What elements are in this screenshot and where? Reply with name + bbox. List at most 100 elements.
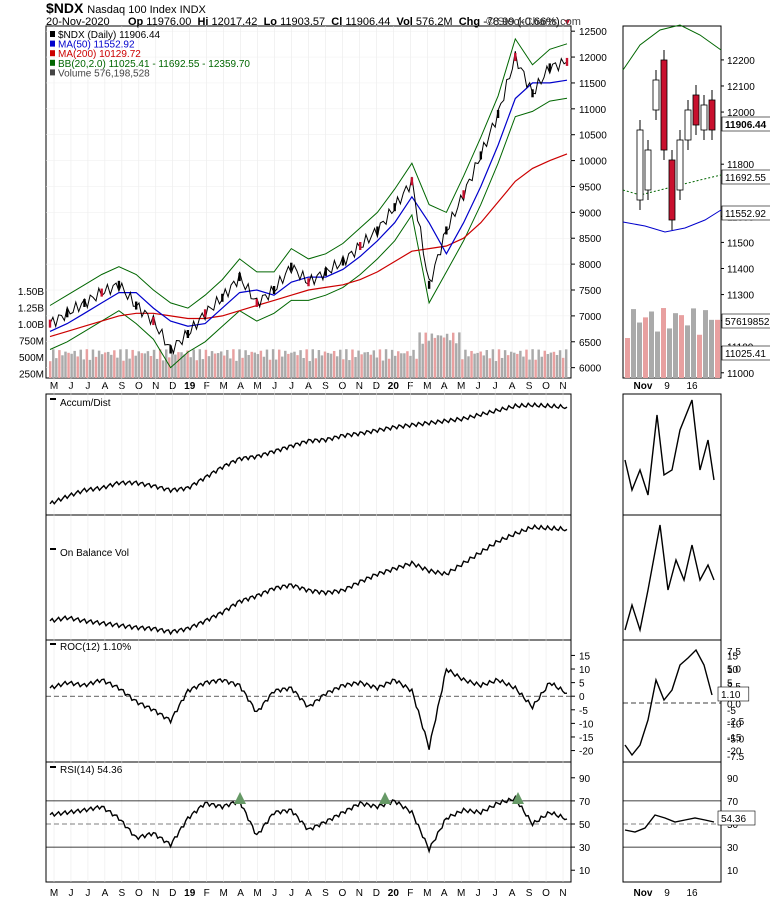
x-axis-label-bottom: F [204,888,210,899]
legend-bb: BB(20,2.0) 11025.41 - 11692.55 - 12359.7… [58,59,250,70]
volume-bar [497,349,501,378]
volume-bar [357,350,360,378]
zoom-x-label-top: 16 [686,381,698,392]
zoom-price-tick-label: 11800 [727,160,755,171]
obv-swatch [50,548,56,550]
volume-bar [287,353,290,378]
x-axis-label-bottom: J [68,888,73,899]
zoom-roc-line [624,648,713,757]
zoom-volume-bar [655,331,660,378]
volume-bar [232,349,235,378]
volume-tick-label: 1.00B [18,320,44,331]
price-candle [134,301,138,310]
x-axis-label-bottom: J [476,888,481,899]
rsi-overbought-fill [512,792,524,804]
volume-bar [247,354,250,378]
volume-bar [223,355,226,378]
x-axis-label-bottom: A [441,888,448,899]
price-candle [393,203,396,212]
low-value: 11903.57 [280,16,326,28]
x-axis-label-bottom: S [119,888,126,899]
volume-badge: 576198528 [725,317,770,328]
price-tick-label: 11500 [579,79,607,90]
volume-bar [210,351,214,378]
roc-zoom-tick-label: -5 [727,706,736,717]
volume-bar [168,357,171,378]
volume-bar [323,351,327,378]
volume-bar [299,350,302,378]
x-axis-label-bottom: M [253,888,261,899]
volume-bar [509,351,513,378]
volume-bar [146,351,150,378]
volume-bar [415,358,418,378]
volume-bar [116,357,119,378]
zoom-volume-bar [679,315,684,378]
price-tick-label: 8000 [579,260,602,271]
zoom-volume-bar [649,311,654,378]
volume-bar [519,350,522,378]
volume-bar [165,349,168,378]
volume-bar [329,353,333,378]
volume-bar [229,358,232,378]
rsi-badge: 54.36 [721,814,746,825]
volume-bar [277,349,281,378]
zoom-panel-frame-4 [622,761,722,883]
zoom-volume-bar [673,313,678,378]
volume-bar [393,355,397,378]
volume-bar [64,351,67,378]
volume-bar [82,359,86,378]
volume-bar [406,351,409,378]
volume-bar [155,358,159,378]
x-axis-label-bottom: O [339,888,347,899]
volume-bar [119,349,122,378]
price-candle [565,57,569,66]
volume-bar [445,333,449,378]
volume-bar [52,349,55,378]
volume-bar [500,357,504,378]
volume-bar [513,352,516,378]
zoom-x-label-bottom: 9 [664,888,670,899]
volume-bar [516,353,519,378]
volume-bar [274,359,278,378]
bollinger-lower-line [49,97,568,369]
volume-bar [195,360,198,378]
zoom-x-label-top: 9 [664,381,670,392]
volume-tick-label: 250M [19,370,44,381]
volume-bar [546,354,550,378]
rsi-overbought-fill [379,792,391,804]
price-candle [514,53,517,62]
close-label: Cl [331,16,343,28]
volume-bar [354,357,357,378]
volume-bar [534,359,537,378]
quote-date: 20-Nov-2020 [46,16,110,28]
high-value: 12017.42 [211,16,258,28]
volume-bar [49,361,52,378]
volume-bar [94,356,98,378]
ma50-badge: 11552.92 [725,209,766,220]
volume-bar [305,349,308,378]
volume-bar [342,359,345,378]
price-candle [48,319,52,328]
ma50-badge-box [721,205,770,221]
volume-bar [384,349,388,378]
price-candle [462,190,465,199]
volume-bar [433,337,437,378]
price-candle [238,273,241,282]
ma200-line [49,153,568,338]
volume-bar [448,340,452,378]
volume-bar [549,352,553,378]
legend-ma200: MA(200) 10129.72 [58,49,141,60]
volume-bar [412,349,415,378]
rsi-zoom-tick-label: 50 [727,820,739,831]
volume-bar [85,349,89,378]
volume-bar [311,349,315,378]
zoom-candle-body [684,109,692,141]
volume-bar [458,332,461,378]
zoom-volume-bar [637,322,642,378]
zoom-roc-tick-label: 0.0 [727,700,741,711]
volume-bar [339,349,342,378]
zoom-price-tick-label: 11000 [727,369,755,380]
change-value: -78.99 (-0.66%) [483,16,560,28]
rsi-tick-label: 30 [579,843,591,854]
